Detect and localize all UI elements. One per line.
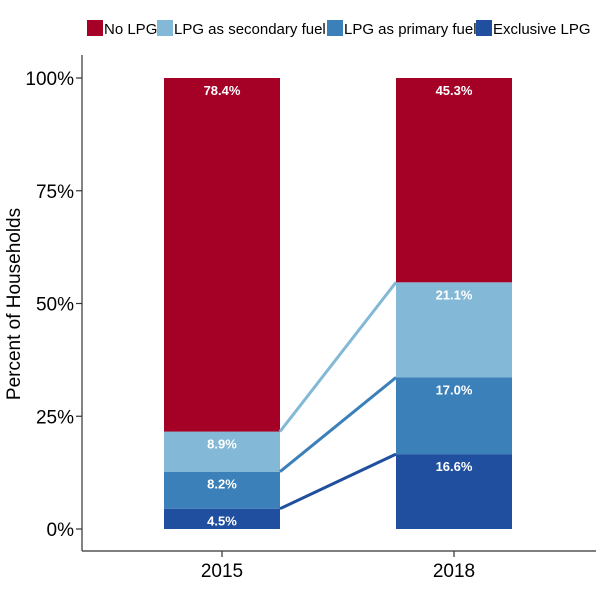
bars-group [164,78,512,529]
axes [81,55,596,552]
bar-no-lpg-2015 [164,78,280,432]
y-tick-label-100: 100% [25,69,74,90]
connector-exclusive-lpg [279,452,397,511]
bar-lpg-as-secondary-fuel-2018 [396,282,512,378]
connector-lpg-as-secondary-fuel [278,281,398,433]
data-labels: 4.5% 8.2% 8.9% 78.4% 16.6% 17.0% 21.1% 45.3% [204,83,473,529]
legend-swatch-lpg-as-primary-fuel [327,20,343,36]
legend: No LPG LPG as secondary fuel LPG as primar… [87,20,591,38]
data-label-lpg-as-primary-fuel-2015: 8.2% [207,477,237,492]
y-axis-title: Percent of Households [4,208,25,400]
bar-lpg-as-primary-fuel-2018 [396,377,512,455]
x-tick-label-2018: 2018 [433,561,475,582]
y-tick-label-0: 0% [47,520,75,541]
y-tick-label-75: 75% [36,182,74,203]
bar-exclusive-lpg-2018 [396,454,512,529]
bar-lpg-as-secondary-fuel-2015 [164,431,280,472]
y-ticks: 0% 25% 50% 75% 100% [25,69,82,541]
legend-swatch-lpg-as-secondary-fuel [157,20,173,36]
y-tick-label-50: 50% [36,295,74,316]
legend-swatch-no-lpg [87,20,103,36]
data-label-no-lpg-2018: 45.3% [436,83,473,98]
bar-exclusive-lpg-2015 [164,508,280,529]
legend-label-no-lpg: No LPG [104,21,157,38]
x-tick-label-2015: 2015 [201,561,243,582]
legend-label-exclusive-lpg: Exclusive LPG [493,21,591,38]
data-label-exclusive-lpg-2018: 16.6% [436,459,473,474]
x-ticks: 2015 2018 [201,551,475,582]
bar-lpg-as-primary-fuel-2015 [164,471,280,509]
data-label-exclusive-lpg-2015: 4.5% [207,514,237,529]
bar-no-lpg-2018 [396,78,512,283]
data-label-lpg-as-secondary-fuel-2018: 21.1% [436,287,473,302]
y-tick-label-25: 25% [36,407,74,428]
data-label-lpg-as-primary-fuel-2018: 17.0% [436,382,473,397]
connector-lpg-as-primary-fuel [279,376,397,473]
data-label-lpg-as-secondary-fuel-2015: 8.9% [207,437,237,452]
legend-label-lpg-as-primary-fuel: LPG as primary fuel [344,21,477,38]
data-label-no-lpg-2015: 78.4% [204,83,241,98]
legend-label-lpg-as-secondary-fuel: LPG as secondary fuel [174,21,326,38]
legend-swatch-exclusive-lpg [476,20,492,36]
connector-lines [278,81,398,511]
